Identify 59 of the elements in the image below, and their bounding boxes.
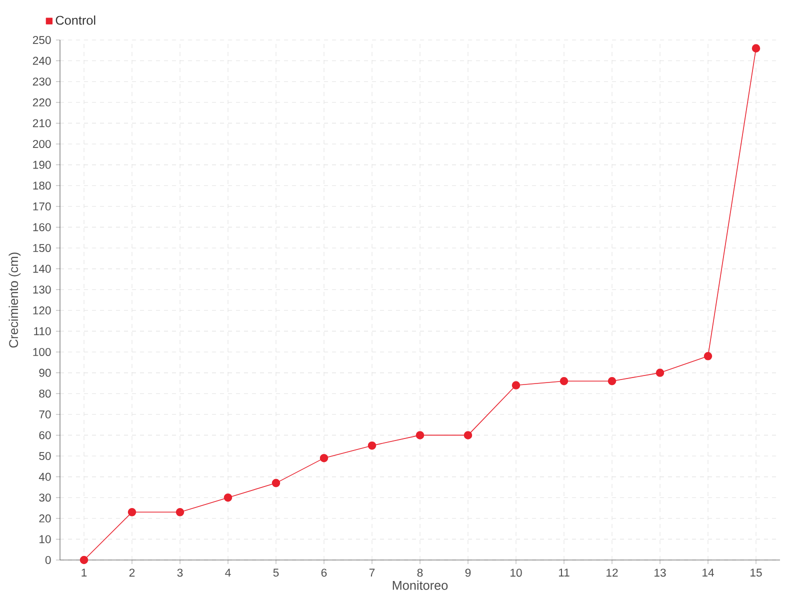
y-tick-label: 240 [32, 56, 51, 65]
point [560, 376, 568, 386]
x-tick-label: 11 [558, 568, 570, 577]
y-tick-label: 80 [39, 390, 51, 398]
y-tick-label: 130 [33, 286, 51, 294]
y-tick-label: 90 [39, 368, 51, 377]
y-tick-label: 180 [33, 182, 51, 190]
y-tick-label: 210 [32, 119, 51, 128]
y-tick-label: 250 [32, 36, 51, 44]
x-tick-label: 3 [177, 568, 183, 577]
y-tick-label: 220 [32, 98, 51, 106]
y-tick-label: 190 [33, 160, 51, 169]
point [656, 368, 664, 377]
y-tick-label: 60 [39, 431, 51, 440]
point [464, 431, 472, 440]
x-tick-label: 14 [702, 568, 714, 577]
point [128, 508, 136, 516]
point [752, 44, 760, 52]
y-tick-label: 0 [45, 556, 51, 564]
legend-label: Control [56, 15, 96, 25]
y-tick-label: 30 [39, 494, 51, 502]
x-tick-label: 2 [129, 568, 135, 577]
point [704, 352, 712, 360]
y-tick-label: 20 [39, 514, 51, 522]
point [224, 493, 232, 502]
x-tick-label: 6 [321, 568, 327, 577]
x-tick-label: 13 [654, 568, 666, 577]
x-tick-label: 5 [273, 568, 279, 577]
point [80, 556, 88, 564]
point [368, 441, 376, 450]
x-tick-label: 1 [82, 568, 87, 577]
x-tick-label: 12 [606, 568, 618, 577]
y-tick-label: 200 [32, 140, 51, 148]
y-tick-label: 170 [33, 202, 51, 210]
point [320, 454, 328, 462]
point [608, 376, 616, 386]
x-tick-label: 15 [750, 568, 762, 577]
x-axis-title: Monitoreo [392, 580, 448, 590]
x-tick-label: 4 [225, 568, 231, 577]
point [416, 431, 424, 440]
x-tick-label: 7 [369, 568, 375, 577]
y-tick-label: 120 [33, 306, 51, 314]
y-axis-title: Crecimiento (cm) [8, 252, 21, 348]
y-tick-label: 140 [33, 264, 51, 273]
x-tick-label: 8 [417, 568, 423, 577]
y-tick-label: 110 [34, 327, 51, 336]
y-tick-label: 10 [40, 535, 51, 544]
point [176, 508, 184, 516]
y-tick-label: 160 [33, 223, 51, 232]
y-tick-label: 150 [33, 244, 51, 252]
y-tick-label: 40 [38, 472, 51, 481]
x-tick-label: 10 [510, 568, 522, 577]
y-tick-label: 100 [33, 348, 51, 356]
point [512, 381, 520, 390]
x-tick-label: 9 [465, 568, 471, 577]
y-tick-label: 50 [39, 452, 51, 460]
y-tick-label: 230 [32, 78, 51, 86]
point [272, 478, 280, 488]
y-tick-label: 70 [39, 410, 51, 418]
